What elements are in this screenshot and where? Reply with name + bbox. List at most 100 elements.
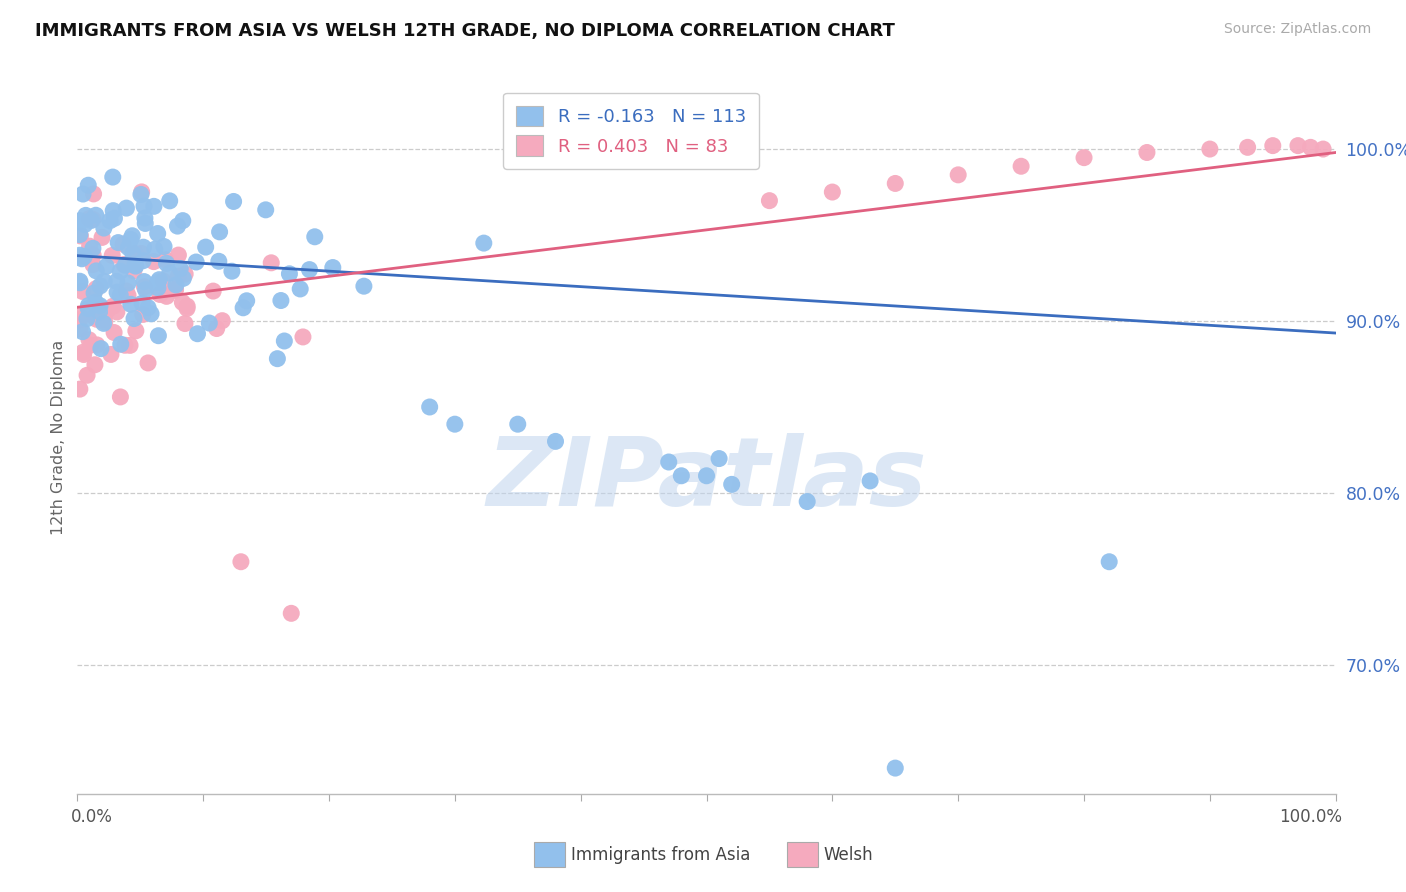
Point [304,229,326,244]
Point [176,301,198,316]
Point [120,232,142,246]
Point [105,285,128,300]
Point [544,434,567,449]
Point [72,285,94,299]
Point [353,279,375,293]
Point [86,312,108,326]
Point [211,314,233,328]
Point [948,168,970,182]
Point [796,494,818,508]
Point [1073,151,1095,165]
Point [83,310,105,324]
Point [69,213,91,227]
Point [103,211,125,226]
Point [208,254,231,268]
Point [155,256,177,270]
Point [105,275,128,289]
Point [134,280,156,294]
Point [122,311,145,326]
Point [103,203,125,218]
Point [131,246,153,260]
Point [125,259,148,273]
Text: Welsh: Welsh [824,846,873,863]
Text: Source: ZipAtlas.com: Source: ZipAtlas.com [1223,22,1371,37]
Point [73,218,96,232]
Point [84,358,107,372]
Text: IMMIGRANTS FROM ASIA VS WELSH 12TH GRADE, NO DIPLOMA CORRELATION CHART: IMMIGRANTS FROM ASIA VS WELSH 12TH GRADE… [35,22,896,40]
Point [93,221,115,235]
Point [280,607,302,621]
Point [69,227,91,242]
Point [169,261,191,276]
Point [117,288,139,302]
Text: 0.0%: 0.0% [72,807,112,826]
Point [91,301,114,316]
Point [1198,142,1220,156]
Point [671,468,693,483]
Point [202,284,225,298]
Point [87,305,110,319]
Point [152,274,174,288]
Point [84,282,107,296]
Point [506,417,529,432]
Point [72,345,94,359]
Point [720,477,742,491]
Text: Immigrants from Asia: Immigrants from Asia [571,846,751,863]
Point [90,342,112,356]
Point [89,279,111,293]
Point [93,274,115,288]
Point [70,252,93,266]
Point [110,390,132,404]
Point [134,217,156,231]
Point [821,185,844,199]
Point [155,289,177,303]
Point [96,260,118,274]
FancyBboxPatch shape [787,842,818,867]
Point [266,351,288,366]
Point [658,455,681,469]
FancyBboxPatch shape [534,842,565,867]
Point [278,267,301,281]
Point [884,177,907,191]
Point [172,213,194,227]
Point [77,333,100,347]
Point [1236,140,1258,154]
Point [115,284,138,298]
Point [86,338,108,352]
Point [132,199,155,213]
Point [100,347,122,361]
Point [131,296,153,310]
Point [101,299,124,313]
Point [1261,138,1284,153]
Point [82,258,104,272]
Point [91,230,114,244]
Point [419,400,441,414]
Point [136,301,159,315]
Point [114,258,136,272]
Point [136,356,159,370]
Point [89,299,111,313]
Point [132,240,155,254]
Point [69,312,91,326]
Point [1010,159,1032,173]
Point [155,252,177,267]
Point [112,237,135,252]
Point [79,239,101,253]
Point [69,248,91,262]
Point [290,282,312,296]
Point [273,334,295,348]
Point [93,312,115,326]
Point [139,307,162,321]
Point [118,338,141,352]
Point [1299,140,1322,154]
Point [1098,555,1121,569]
Point [73,250,96,264]
Y-axis label: 12th Grade, No Diploma: 12th Grade, No Diploma [51,340,66,534]
Point [124,258,146,272]
Point [167,269,190,284]
Point [98,213,121,227]
Point [84,208,107,222]
Point [131,185,153,199]
Point [120,297,142,311]
Point [291,330,314,344]
